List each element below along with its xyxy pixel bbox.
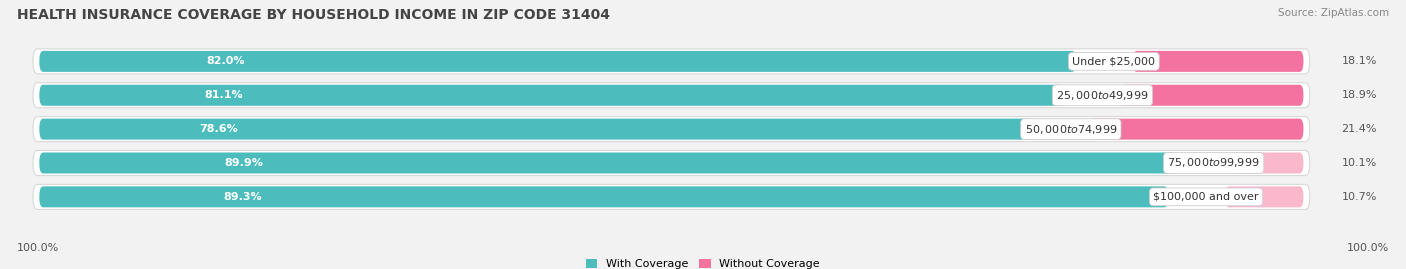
Legend: With Coverage, Without Coverage: With Coverage, Without Coverage: [582, 254, 824, 269]
Text: 100.0%: 100.0%: [17, 243, 59, 253]
FancyBboxPatch shape: [1233, 153, 1303, 174]
Text: 78.6%: 78.6%: [198, 124, 238, 134]
FancyBboxPatch shape: [39, 186, 1168, 207]
Text: $50,000 to $74,999: $50,000 to $74,999: [1025, 123, 1118, 136]
Text: 10.1%: 10.1%: [1341, 158, 1376, 168]
Text: $25,000 to $49,999: $25,000 to $49,999: [1056, 89, 1149, 102]
FancyBboxPatch shape: [39, 51, 1076, 72]
FancyBboxPatch shape: [1225, 186, 1303, 207]
Text: 100.0%: 100.0%: [1347, 243, 1389, 253]
Text: 81.1%: 81.1%: [204, 90, 243, 100]
FancyBboxPatch shape: [39, 153, 1175, 174]
Text: $100,000 and over: $100,000 and over: [1153, 192, 1258, 202]
Text: 10.7%: 10.7%: [1341, 192, 1376, 202]
FancyBboxPatch shape: [32, 116, 1310, 142]
Text: $75,000 to $99,999: $75,000 to $99,999: [1167, 157, 1260, 169]
FancyBboxPatch shape: [32, 49, 1310, 74]
Text: 89.9%: 89.9%: [225, 158, 263, 168]
FancyBboxPatch shape: [32, 83, 1310, 108]
FancyBboxPatch shape: [1090, 119, 1303, 140]
FancyBboxPatch shape: [39, 119, 1033, 140]
Text: 21.4%: 21.4%: [1341, 124, 1376, 134]
Text: 18.9%: 18.9%: [1341, 90, 1376, 100]
FancyBboxPatch shape: [1133, 51, 1303, 72]
Text: HEALTH INSURANCE COVERAGE BY HOUSEHOLD INCOME IN ZIP CODE 31404: HEALTH INSURANCE COVERAGE BY HOUSEHOLD I…: [17, 8, 610, 22]
Text: Source: ZipAtlas.com: Source: ZipAtlas.com: [1278, 8, 1389, 18]
Text: 82.0%: 82.0%: [207, 56, 245, 66]
Text: Under $25,000: Under $25,000: [1073, 56, 1156, 66]
FancyBboxPatch shape: [1122, 85, 1303, 106]
FancyBboxPatch shape: [32, 184, 1310, 209]
FancyBboxPatch shape: [32, 150, 1310, 176]
Text: 18.1%: 18.1%: [1341, 56, 1376, 66]
Text: 89.3%: 89.3%: [224, 192, 262, 202]
FancyBboxPatch shape: [39, 85, 1064, 106]
